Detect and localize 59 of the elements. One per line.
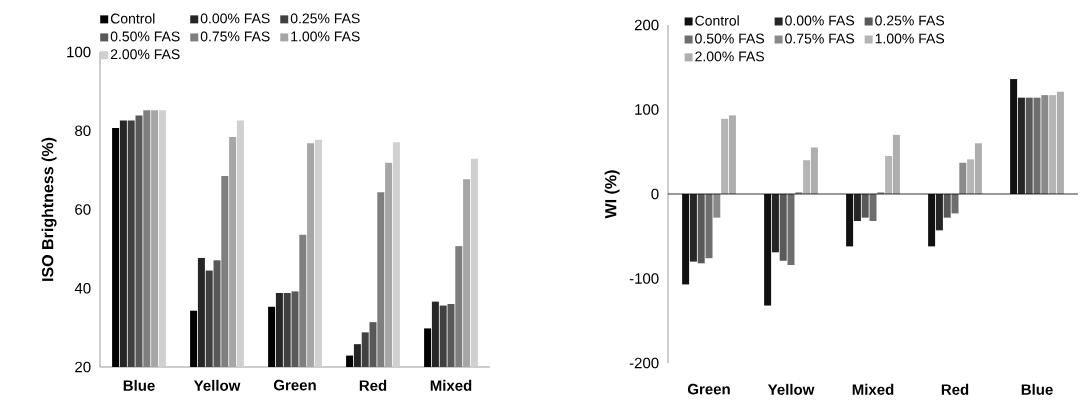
x-tick-label: Green <box>687 383 730 395</box>
y-tick-label: 40 <box>74 282 91 294</box>
x-tick-label: Blue <box>123 379 155 391</box>
legend-label: 2.00% FAS <box>695 51 765 62</box>
bar <box>853 194 861 222</box>
legend-label: Control <box>110 13 155 24</box>
bar <box>682 194 690 285</box>
bar <box>943 194 951 218</box>
bar <box>713 194 721 218</box>
bar <box>771 194 779 253</box>
legend-label: 0.75% FAS <box>785 33 855 44</box>
y-tick-label: 0 <box>651 188 659 200</box>
y-tick-label: -200 <box>629 357 659 369</box>
x-tick-label: Green <box>273 379 316 391</box>
legend-label: 1.00% FAS <box>291 31 360 42</box>
bar <box>935 194 943 231</box>
legend-label: 0.50% FAS <box>695 33 765 44</box>
bar <box>787 194 795 265</box>
y-tick-label: 80 <box>75 125 91 137</box>
bar <box>861 194 869 218</box>
bar <box>697 194 705 264</box>
x-tick-label: Blue <box>1021 383 1053 395</box>
legend-label: Control <box>695 15 739 26</box>
y-tick-label: 60 <box>75 204 91 215</box>
bar <box>928 194 936 247</box>
legend-label: 2.00% FAS <box>110 49 180 60</box>
legend-label: 1.00% FAS <box>875 33 945 44</box>
y-axis-title: ISO Brightness (%) <box>41 137 57 281</box>
legend-label: 0.25% FAS <box>875 15 945 26</box>
y-tick-label: 200 <box>634 19 659 31</box>
x-tick-label: Red <box>359 379 387 391</box>
bar <box>959 162 967 194</box>
bar <box>705 194 713 259</box>
legend-label: 0.50% FAS <box>110 31 180 42</box>
legend-label: 0.25% FAS <box>290 13 360 24</box>
bar <box>1025 97 1033 194</box>
bar <box>779 194 787 261</box>
y-tick-label: 100 <box>67 46 91 58</box>
bar <box>846 194 854 247</box>
y-axis-title: WI (%) <box>604 170 620 219</box>
bar <box>1017 97 1025 194</box>
y-tick-label: 20 <box>75 361 91 373</box>
x-tick-label: Yellow <box>767 383 815 395</box>
bar <box>1010 79 1018 194</box>
legend-label: 0.00% FAS <box>785 15 855 26</box>
bar <box>1041 95 1049 194</box>
bar <box>764 194 772 306</box>
bar <box>689 194 697 262</box>
x-tick-label: Mixed <box>430 379 472 391</box>
y-tick-label: 100 <box>635 104 659 115</box>
y-tick-label: -100 <box>629 273 659 284</box>
x-tick-label: Red <box>941 383 969 395</box>
bar <box>1033 97 1041 194</box>
x-tick-label: Yellow <box>193 379 241 391</box>
bar <box>951 194 959 214</box>
bar <box>869 194 877 222</box>
legend-label: 0.75% FAS <box>200 31 270 42</box>
x-tick-label: Mixed <box>852 383 894 395</box>
legend-label: 0.00% FAS <box>200 13 270 24</box>
